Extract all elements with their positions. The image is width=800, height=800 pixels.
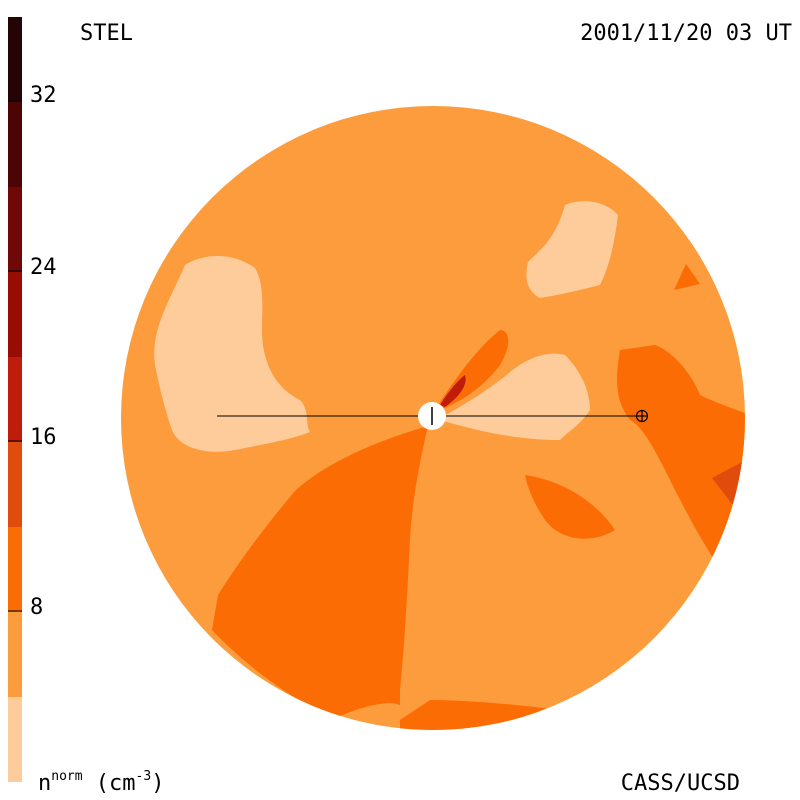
map-title: STEL: [80, 21, 133, 46]
density-region-light-top-right: [526, 201, 618, 298]
unit-text-superscript: -3: [136, 769, 152, 784]
density-region-core: [440, 375, 466, 407]
density-region-light-center-right: [440, 353, 590, 440]
colorbar-segment: [8, 272, 22, 357]
unit-superscript: norm: [51, 769, 82, 784]
density-region-lower-left: [212, 426, 428, 718]
colorbar: [8, 17, 22, 782]
colorbar-segment: [8, 697, 22, 782]
density-region-patch-top: [674, 264, 700, 290]
colorbar-label-24: 24: [30, 255, 57, 280]
density-region-lens: [525, 475, 615, 539]
colorbar-segment: [8, 187, 22, 272]
colorbar-segment: [8, 527, 22, 612]
unit-base: n: [38, 771, 51, 796]
colorbar-segment: [8, 102, 22, 187]
map-timestamp: 2001/11/20 03 UT: [580, 21, 792, 46]
colorbar-ticks: [8, 100, 22, 612]
credit-label: CASS/UCSD: [621, 771, 740, 796]
colorbar-unit-label: nnorm (cm-3): [38, 769, 164, 796]
colorbar-segment: [8, 442, 22, 527]
colorbar-label-16: 16: [30, 425, 57, 450]
earth-marker: [635, 409, 649, 423]
unit-text: (cm: [83, 771, 136, 796]
density-region-patch-edge: [712, 462, 742, 504]
unit-close: ): [151, 771, 164, 796]
colorbar-label-8: 8: [30, 595, 43, 620]
colorbar-segment: [8, 612, 22, 697]
colorbar-label-32: 32: [30, 83, 57, 108]
colorbar-segment: [8, 357, 22, 442]
colorbar-segment: [8, 17, 22, 102]
density-disc: [121, 106, 745, 730]
density-region-light-left: [154, 255, 310, 452]
